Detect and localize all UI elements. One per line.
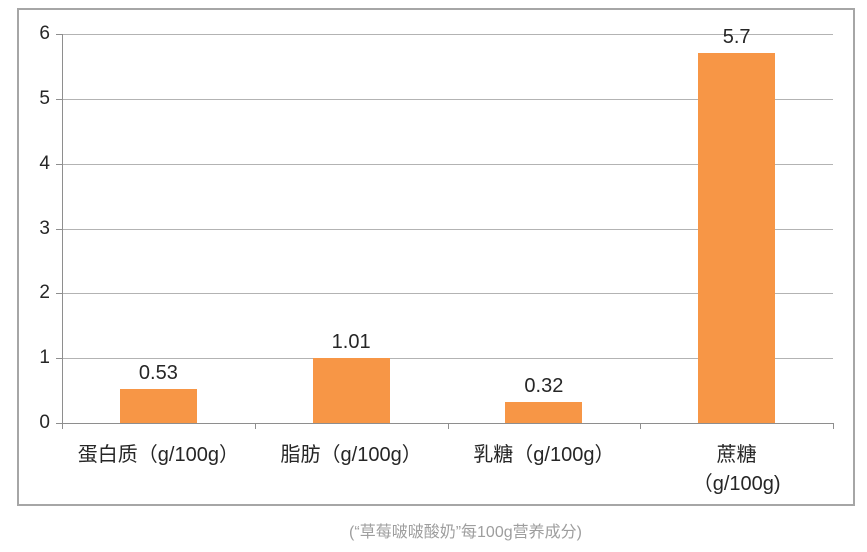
- category-label-line: 乳糖（g/100g）: [473, 444, 615, 466]
- bar: [119, 388, 197, 423]
- category-label: 蔗糖 （g/100g): [640, 441, 833, 499]
- category-label-line: （g/100g): [692, 473, 781, 495]
- y-axis-label: 4: [39, 152, 50, 174]
- gridline: [62, 293, 833, 295]
- y-axis-label: 3: [39, 217, 50, 239]
- x-axis-tick: [833, 423, 834, 429]
- category-label-line: 蛋白质（g/100g）: [77, 444, 239, 466]
- chart-frame: 0 1 2 3 4 5 6 0.53 蛋白质（g/100g） 1.01 脂肪（g/100g） 0.32…: [17, 8, 855, 506]
- bar: [312, 357, 390, 423]
- y-axis-label: 2: [39, 282, 50, 304]
- gridline: [62, 98, 833, 100]
- chart-caption: (“草莓啵啵酸奶”每100g营养成分): [349, 524, 582, 541]
- x-axis-tick: [254, 423, 256, 429]
- y-axis-tick: [56, 98, 62, 100]
- x-axis-tick: [62, 423, 63, 429]
- y-axis-label: 0: [39, 412, 50, 433]
- gridline: [62, 163, 833, 165]
- y-axis-label: 5: [39, 87, 50, 109]
- category-label-line: 脂肪（g/100g）: [280, 444, 422, 466]
- category-label-line: 蔗糖: [716, 444, 757, 466]
- bar: [505, 402, 583, 423]
- category-label: 乳糖（g/100g）: [448, 441, 641, 470]
- x-axis-tick: [447, 423, 449, 429]
- y-axis-line: [62, 34, 63, 423]
- y-axis-tick: [56, 293, 62, 295]
- y-axis-tick: [56, 423, 62, 424]
- gridline: [62, 34, 833, 35]
- category-label: 蛋白质（g/100g）: [62, 441, 255, 470]
- y-axis-tick: [56, 228, 62, 230]
- y-axis-tick: [56, 34, 62, 35]
- y-axis-label: 6: [39, 23, 50, 44]
- bar-value-label: 5.7: [722, 26, 751, 49]
- bar-value-label: 0.32: [524, 375, 564, 398]
- gridline: [62, 228, 833, 230]
- bar-value-label: 1.01: [331, 330, 371, 353]
- gridline: [62, 358, 833, 360]
- bar: [698, 53, 776, 423]
- x-axis-tick: [640, 423, 642, 429]
- y-axis-tick: [56, 358, 62, 360]
- category-label: 脂肪（g/100g）: [255, 441, 448, 470]
- y-axis-tick: [56, 163, 62, 165]
- bar-value-label: 0.53: [138, 361, 178, 384]
- y-axis-label: 1: [39, 347, 50, 369]
